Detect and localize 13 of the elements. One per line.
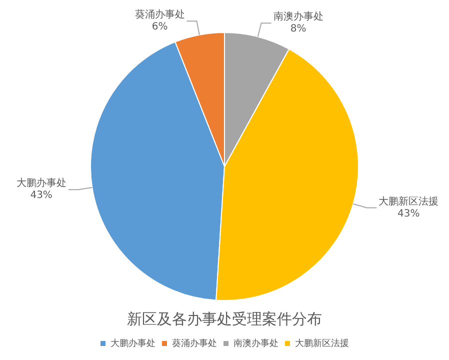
slice-label: 大鹏新区法援 [378,195,439,208]
legend-label: 大鹏办事处 [110,338,156,349]
legend-label: 大鹏新区法援 [295,338,349,349]
slice-label: 葵涌办事处 [134,8,185,21]
legend-label: 葵涌办事处 [172,338,217,349]
data-label: 43% [398,208,420,220]
slice-label: 南澳办事处 [273,10,324,23]
data-label: 8% [290,24,306,35]
text: 新区及各办事处受理案件分布 [127,310,322,328]
data-label: 6% [152,22,168,33]
slice-label: 大鹏办事处 [16,177,66,190]
legend-label: 南澳办事处 [234,338,278,349]
data-label: 43% [30,190,52,202]
